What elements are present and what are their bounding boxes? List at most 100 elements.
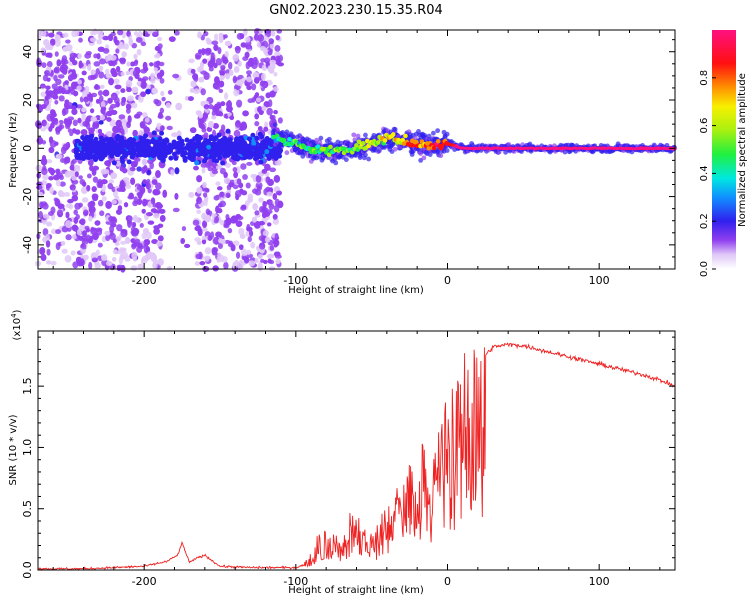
spectrogram-cell bbox=[72, 234, 77, 240]
spectrogram-cell bbox=[92, 176, 99, 183]
spectrogram-cell bbox=[82, 143, 88, 149]
spectrogram-cell bbox=[189, 127, 197, 134]
spectrogram-cell bbox=[79, 218, 86, 226]
spectrogram-cell bbox=[140, 41, 147, 47]
spectrogram-cell bbox=[73, 209, 78, 216]
spectrogram-cell bbox=[58, 95, 65, 102]
spectrogram-cell bbox=[142, 228, 149, 235]
spectrogram-cell bbox=[192, 136, 198, 142]
spectrogram-cell bbox=[88, 261, 93, 270]
spectrogram-cell bbox=[151, 130, 157, 136]
spectrogram-cell bbox=[196, 156, 202, 161]
spectrogram-cell bbox=[126, 61, 131, 67]
spectrogram-cell bbox=[159, 130, 165, 136]
spectrogram-cell bbox=[261, 80, 269, 89]
spectrogram-cell bbox=[225, 192, 231, 198]
spectrogram-cell bbox=[403, 133, 408, 139]
spectrogram-cell bbox=[67, 199, 74, 204]
spectrogram-cell bbox=[92, 195, 99, 202]
spectrogram-cell bbox=[151, 87, 158, 95]
spectrogram-cell bbox=[131, 221, 137, 228]
spectrogram-cell bbox=[274, 233, 279, 241]
spectrogram-cell bbox=[430, 130, 436, 136]
spectrogram-cell bbox=[93, 136, 99, 142]
spectrogram-cell bbox=[263, 101, 270, 108]
spectrogram-cell bbox=[254, 258, 259, 263]
spectrogram-cell bbox=[271, 150, 277, 156]
spectrogram-cell bbox=[45, 233, 50, 241]
spectrogram-cell bbox=[223, 177, 231, 184]
spectrogram-cell bbox=[65, 203, 72, 209]
spectrogram-cell bbox=[251, 216, 258, 223]
spectrogram-cell bbox=[116, 224, 123, 232]
spectrogram-cell bbox=[161, 96, 166, 102]
spectrogram-cell bbox=[131, 143, 137, 149]
spectrogram-cell bbox=[178, 141, 184, 147]
spectrogram-cell bbox=[89, 201, 95, 206]
spectrogram-cell bbox=[52, 94, 59, 100]
spectrogram-cell bbox=[261, 64, 268, 72]
spectrogram-cell bbox=[128, 38, 134, 46]
spectrogram-cell bbox=[160, 158, 166, 164]
spectrogram-cell bbox=[255, 175, 262, 183]
spectrogram-cell bbox=[111, 199, 117, 205]
spectrogram-cell bbox=[235, 251, 241, 259]
spectrogram-cell bbox=[267, 258, 272, 264]
spectrogram-cell bbox=[139, 121, 145, 129]
spectrogram-cell bbox=[127, 115, 132, 124]
spectrogram-cell bbox=[273, 110, 278, 115]
spectrogram-cell bbox=[438, 153, 444, 159]
spectrogram-cell bbox=[112, 238, 117, 243]
spectrogram-cell bbox=[98, 120, 104, 125]
spectrogram-cell bbox=[235, 213, 241, 219]
spectrogram-cell bbox=[272, 239, 279, 245]
spectrogram-cell bbox=[42, 173, 50, 181]
spectrogram-cell bbox=[187, 96, 194, 101]
spectrogram-cell bbox=[400, 137, 406, 143]
y-tick-label: 0.0 bbox=[21, 561, 34, 579]
spectrogram-cell bbox=[245, 148, 251, 154]
spectrogram-cell bbox=[108, 230, 114, 237]
spectrogram-cell bbox=[215, 231, 222, 238]
spectrogram-cell bbox=[146, 251, 153, 257]
spectrogram-cell bbox=[233, 66, 240, 73]
spectrogram-cell bbox=[119, 181, 126, 189]
spectrogram-cell bbox=[129, 167, 136, 172]
spectrogram-cell bbox=[113, 78, 120, 85]
spectrogram-cell bbox=[229, 115, 235, 121]
spectrogram-cell bbox=[204, 139, 210, 145]
snr-multiplier-exp: 4 bbox=[10, 313, 18, 318]
spectrogram-cell bbox=[136, 49, 142, 56]
spectrogram-cell bbox=[232, 240, 240, 246]
spectrogram-cell bbox=[198, 113, 203, 119]
spectrogram-cell bbox=[66, 118, 73, 126]
spectrogram-cell bbox=[214, 76, 220, 84]
spectrogram-cell bbox=[120, 71, 125, 76]
spectrogram-cell bbox=[39, 247, 45, 255]
spectrogram-cell bbox=[65, 211, 70, 219]
spectrogram-cell bbox=[166, 266, 172, 271]
spectrogram-cell bbox=[82, 230, 87, 237]
spectrogram-cell bbox=[269, 59, 277, 65]
spectrogram-cell bbox=[201, 235, 206, 240]
spectrogram-cell bbox=[174, 167, 180, 175]
spectrogram-cell bbox=[116, 187, 124, 192]
spectrogram-cell bbox=[201, 227, 208, 232]
y-tick-label: 20 bbox=[21, 93, 34, 107]
spectrogram-cell bbox=[165, 102, 171, 109]
spectrogram-cell bbox=[222, 142, 228, 148]
spectrogram-cell bbox=[131, 242, 137, 250]
spectrogram-cell bbox=[238, 227, 245, 236]
spectrogram-cell bbox=[127, 95, 134, 102]
spectrogram-cell bbox=[96, 29, 104, 36]
spectrogram-cell bbox=[136, 146, 142, 152]
spectrogram-cell bbox=[181, 226, 187, 232]
spectrogram-cell bbox=[55, 153, 63, 159]
spectrogram-cell bbox=[143, 66, 149, 72]
spectrogram-cell bbox=[64, 192, 71, 197]
spectrogram-cell bbox=[263, 211, 271, 217]
spectrogram-cell bbox=[326, 152, 332, 158]
spectrogram-cell bbox=[187, 147, 193, 153]
